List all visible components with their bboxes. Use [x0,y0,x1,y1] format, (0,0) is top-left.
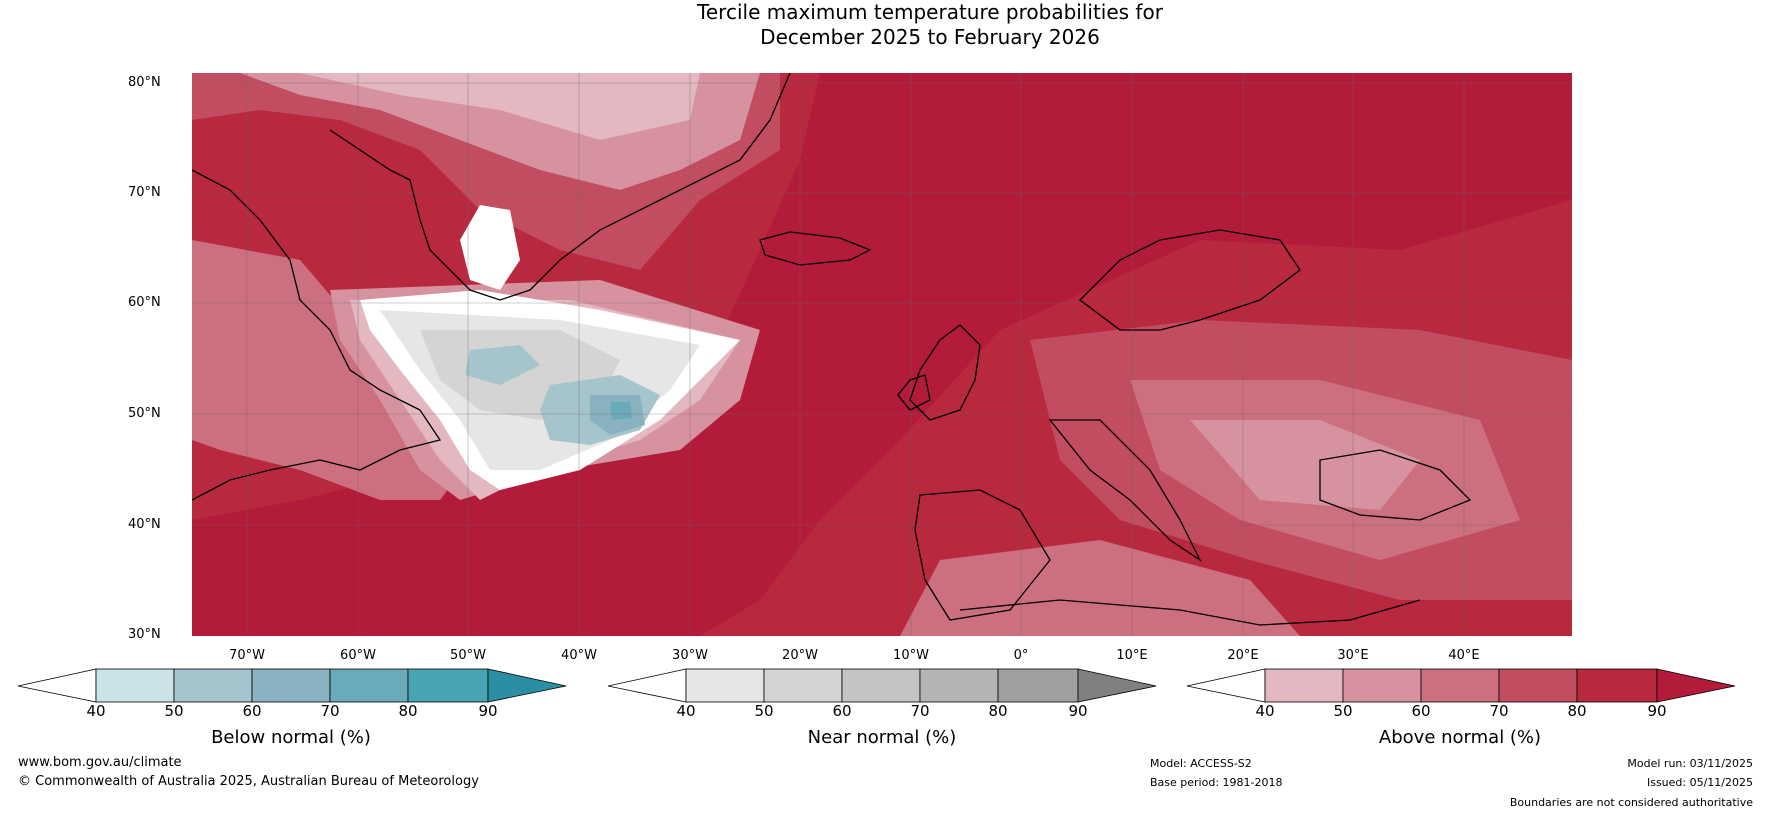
lon-label: 70°W [229,648,265,663]
iceland-coast [759,231,872,266]
cbar-tick: 60 [242,702,262,720]
cbar-tick: 40 [1255,702,1275,720]
cbar-tick: 70 [1489,702,1509,720]
lon-label: 0° [1013,648,1029,663]
lon-label: 10°E [1116,648,1148,663]
colorbar-above [1186,668,1736,703]
lat-label: 30°N [128,627,161,642]
base-period: Base period: 1981-2018 [1150,776,1283,789]
lon-label: 20°W [782,648,818,663]
cbar-tick: 70 [910,702,930,720]
ireland-coast [897,374,931,411]
lon-label: 30°W [672,648,708,663]
north-america-coast [192,169,442,501]
cbar-label-near: Near normal (%) [807,727,957,748]
lon-label: 60°W [340,648,376,663]
lat-label: 70°N [128,185,161,200]
black-sea-coast [1319,449,1472,521]
gridlines [192,73,1572,636]
cbar-tick: 70 [320,702,340,720]
region-above-90 [192,73,1572,636]
lon-label: 20°E [1227,648,1259,663]
model-info: Model: ACCESS-S2 [1150,757,1252,770]
lat-label: 60°N [128,295,161,310]
italy-coast [1048,419,1202,562]
cbar-tick: 50 [164,702,184,720]
cbar-tick: 50 [1333,702,1353,720]
title-line-1: Tercile maximum temperature probabilitie… [697,0,1163,24]
cbar-tick: 80 [398,702,418,720]
lon-label: 40°W [561,648,597,663]
britain-coast [909,324,981,421]
colorbar-near [607,668,1157,703]
cbar-tick: 40 [86,702,106,720]
cbar-tick: 80 [988,702,1008,720]
title-line-2: December 2025 to February 2026 [760,25,1100,49]
lat-label: 50°N [128,406,161,421]
region-below-60-west [465,345,540,385]
cbar-tick: 60 [832,702,852,720]
cbar-label-above: Above normal (%) [1378,727,1542,748]
colorbar-below [17,668,567,703]
disclaimer: Boundaries are not considered authoritat… [1509,796,1753,809]
lon-label: 50°W [450,648,486,663]
cbar-tick: 60 [1411,702,1431,720]
region-near-greenland [460,205,520,290]
coastlines [192,73,1472,626]
region-below-80 [610,402,632,420]
cbar-tick: 90 [478,702,498,720]
scandinavia-coast [1079,229,1301,331]
lat-label: 40°N [128,517,161,532]
chart-title: Tercile maximum temperature probabilitie… [0,0,1770,50]
website-link[interactable]: www.bom.gov.au/climate [18,755,182,770]
region-above-60-europe [1190,420,1420,510]
lon-label: 30°E [1337,648,1369,663]
north-africa-coast [959,599,1421,626]
cbar-tick: 50 [754,702,774,720]
cbar-tick: 90 [1068,702,1088,720]
lon-label: 10°W [893,648,929,663]
region-above-50-north [300,73,700,140]
issued-date: Issued: 05/11/2025 [1646,776,1753,789]
iberia-coast [914,489,1051,621]
greenland-coast [329,73,791,301]
cbar-tick: 90 [1647,702,1667,720]
lon-label: 40°E [1448,648,1480,663]
model-run: Model run: 03/11/2025 [1627,757,1753,770]
cbar-label-below: Below normal (%) [211,727,371,748]
map-field [192,73,1572,636]
copyright: © Commonwealth of Australia 2025, Austra… [18,774,479,789]
lat-label: 80°N [128,75,161,90]
cbar-tick: 80 [1567,702,1587,720]
cbar-tick: 40 [676,702,696,720]
